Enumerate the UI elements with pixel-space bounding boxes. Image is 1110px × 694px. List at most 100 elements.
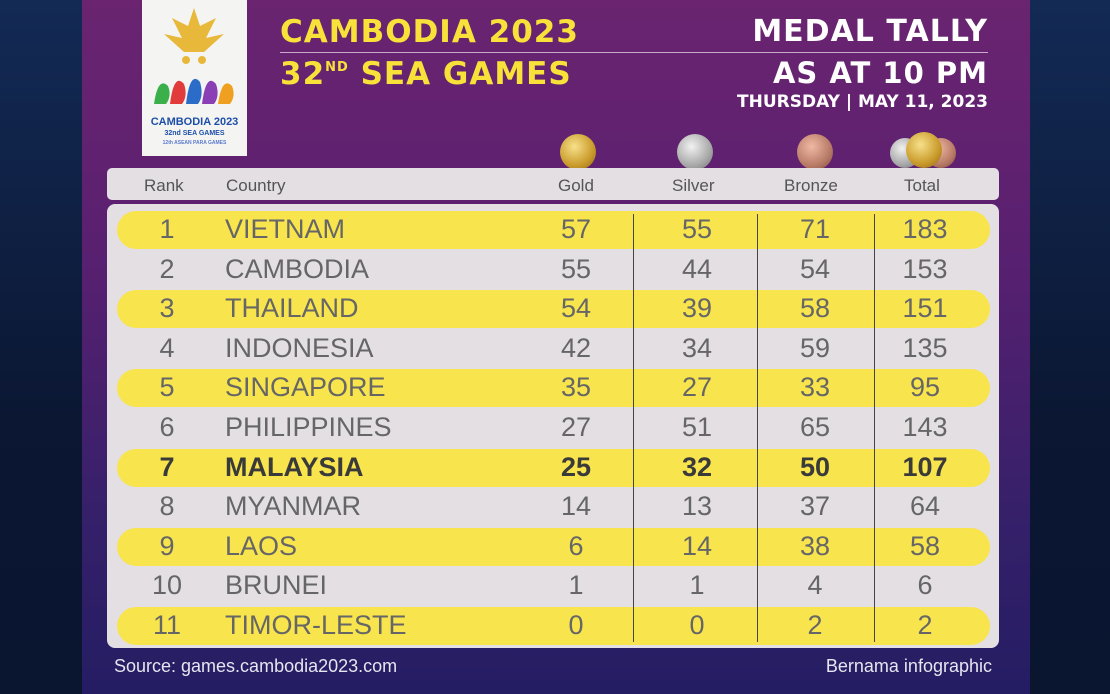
cell-gold: 42 (560, 332, 592, 363)
cell-total: 151 (902, 293, 948, 324)
cell-bronze: 38 (799, 530, 831, 561)
bronze-medal-icon (797, 134, 833, 170)
cell-total: 95 (909, 372, 941, 403)
cell-rank: 10 (151, 570, 183, 601)
table-row: 5 SINGAPORE 35 27 33 95 (117, 369, 990, 408)
silver-medal-icon (677, 134, 713, 170)
cell-silver: 55 (681, 214, 713, 244)
table-row: 6 PHILIPPINES 27 51 65 143 (117, 409, 990, 447)
cell-country: MALAYSIA (225, 451, 364, 482)
medal-tally-poster: CAMBODIA 2023 32nd SEA GAMES 12th ASEAN … (82, 0, 1030, 694)
cell-rank: 1 (159, 214, 175, 244)
cell-country: THAILAND (225, 293, 359, 324)
sea-games-logo: CAMBODIA 2023 32nd SEA GAMES 12th ASEAN … (142, 0, 247, 156)
event-title: CAMBODIA 2023 (280, 14, 579, 50)
header-gold: Gold (558, 176, 594, 195)
column-divider-bronze-total (874, 214, 875, 642)
cell-total: 6 (917, 570, 933, 601)
cell-bronze: 71 (799, 214, 831, 244)
games-name: SEA GAMES (360, 56, 572, 92)
cell-silver: 1 (689, 570, 705, 601)
edition-suffix: ND (325, 60, 349, 75)
table-row: 9 LAOS 6 14 38 58 (117, 527, 990, 566)
cell-gold: 55 (560, 253, 592, 284)
cell-rank: 6 (159, 412, 175, 442)
cell-gold: 25 (560, 451, 592, 482)
cell-gold: 14 (560, 491, 592, 522)
cell-total: 135 (902, 332, 948, 363)
cell-total: 64 (909, 491, 941, 522)
cell-country: CAMBODIA (225, 253, 370, 284)
header-silver: Silver (672, 176, 715, 195)
logo-subtitle: 32nd SEA GAMES (164, 130, 225, 137)
cell-bronze: 65 (799, 412, 831, 442)
header-country: Country (226, 176, 286, 195)
cell-bronze: 2 (807, 610, 823, 640)
cell-silver: 13 (681, 491, 713, 522)
cell-bronze: 33 (799, 372, 831, 403)
cell-silver: 32 (681, 451, 713, 482)
cell-bronze: 54 (799, 253, 831, 284)
cell-total: 107 (902, 451, 948, 482)
table-row: 8 MYANMAR 14 13 37 64 (117, 488, 990, 526)
table-row: 11 TIMOR-LESTE 0 0 2 2 (117, 607, 990, 645)
table-row: 7 MALAYSIA 25 32 50 107 (117, 448, 990, 487)
cell-gold: 27 (560, 412, 592, 442)
cell-silver: 44 (681, 253, 713, 284)
column-divider-silver-bronze (757, 214, 758, 642)
cell-gold: 1 (568, 570, 584, 601)
source-credit: Source: games.cambodia2023.com (114, 656, 398, 676)
cell-rank: 7 (159, 451, 175, 482)
cell-bronze: 37 (799, 491, 831, 522)
gold-medal-icon (560, 134, 596, 170)
cell-country: LAOS (225, 530, 298, 561)
header-rank: Rank (144, 176, 184, 195)
cell-rank: 5 (159, 372, 175, 403)
cell-rank: 4 (159, 332, 175, 363)
cell-total: 153 (902, 253, 948, 284)
cell-rank: 11 (152, 610, 182, 640)
cell-gold: 54 (560, 293, 592, 324)
medal-table (107, 204, 999, 648)
total-gold-medal-icon (906, 132, 942, 168)
cell-bronze: 59 (799, 332, 831, 363)
header-bronze: Bronze (784, 176, 838, 195)
date-line: THURSDAY | MAY 11, 2023 (737, 92, 988, 112)
logo-title: CAMBODIA 2023 (150, 116, 239, 128)
cell-rank: 8 (159, 491, 175, 522)
cell-gold: 6 (568, 530, 584, 561)
cell-silver: 34 (681, 332, 713, 363)
cell-country: BRUNEI (225, 570, 328, 601)
table-row: 1 VIETNAM 57 55 71 183 (117, 211, 990, 249)
cell-silver: 39 (681, 293, 713, 324)
cell-country: SINGAPORE (225, 372, 386, 403)
cell-silver: 27 (681, 372, 713, 403)
column-divider-gold-silver (633, 214, 634, 642)
cell-silver: 14 (681, 530, 713, 561)
cell-bronze: 50 (799, 451, 831, 482)
infographic-credit: Bernama infographic (825, 656, 992, 676)
table-row: 10 BRUNEI 1 1 4 6 (117, 567, 990, 605)
logo-emblem-icon (154, 8, 234, 104)
title-divider (280, 52, 988, 53)
cell-total: 58 (909, 530, 941, 561)
cell-country: VIETNAM (225, 214, 346, 244)
cell-bronze: 58 (799, 293, 831, 324)
header-total: Total (904, 176, 940, 195)
cell-rank: 2 (159, 253, 175, 284)
cell-total: 143 (902, 412, 948, 442)
table-row: 3 THAILAND 54 39 58 151 (117, 290, 990, 329)
cell-country: TIMOR-LESTE (225, 610, 407, 640)
cell-country: MYANMAR (225, 491, 362, 522)
cell-gold: 57 (560, 214, 592, 244)
medal-tally-heading: MEDAL TALLY (752, 14, 988, 49)
as-at-time: AS AT 10 PM (772, 56, 988, 90)
cell-gold: 0 (568, 610, 584, 640)
cell-silver: 0 (689, 610, 705, 640)
table-row: 2 CAMBODIA 55 44 54 153 (117, 251, 990, 289)
edition-number: 32 (280, 56, 326, 92)
cell-total: 2 (917, 610, 933, 640)
cell-rank: 9 (159, 530, 175, 561)
cell-total: 183 (902, 214, 948, 244)
cell-silver: 51 (681, 412, 713, 442)
